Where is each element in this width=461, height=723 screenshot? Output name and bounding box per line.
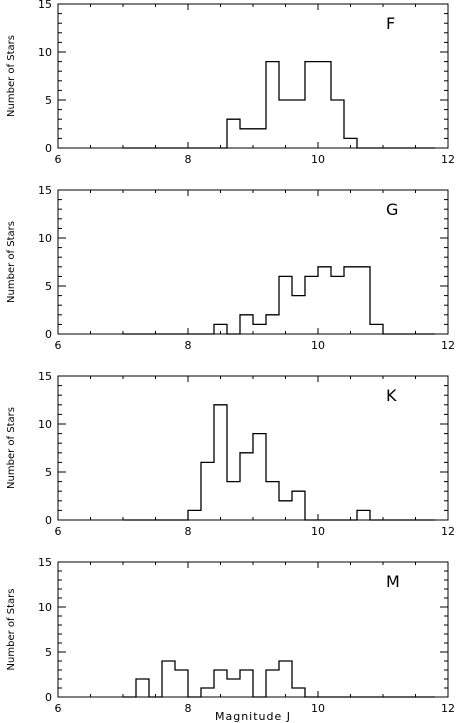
y-tick-label: 0 — [45, 142, 52, 155]
panel-g: 6 8 10 12 0 5 10 15 Number of Stars G — [6, 184, 455, 352]
histogram-bin — [240, 670, 253, 697]
y-tick-label: 5 — [45, 94, 52, 107]
histogram-bin — [136, 679, 149, 697]
histogram-bin — [240, 129, 253, 148]
histogram-bin — [214, 324, 227, 334]
y-axis-label: Number of Stars — [6, 35, 17, 117]
histogram-bin — [305, 62, 318, 148]
x-tick-label: 12 — [441, 153, 455, 166]
histogram-bin — [253, 434, 266, 520]
y-tick-label: 0 — [45, 691, 52, 704]
histogram-bin — [357, 510, 370, 520]
y-tick-label: 5 — [45, 280, 52, 293]
y-axis-label: Number of Stars — [6, 589, 17, 671]
histogram-bin — [331, 100, 344, 148]
histogram-bin — [227, 679, 240, 697]
y-tick-label: 15 — [38, 370, 52, 383]
x-tick-label: 8 — [185, 702, 192, 715]
x-tick-label: 12 — [441, 525, 455, 538]
histogram-bin — [305, 276, 318, 334]
histogram-bin — [292, 100, 305, 148]
histogram-bin — [175, 670, 188, 697]
histogram-bin — [370, 324, 383, 334]
histogram-outline — [123, 266, 435, 335]
histogram-bin — [279, 501, 292, 520]
x-tick-label: 12 — [441, 702, 455, 715]
histogram-bin — [201, 462, 214, 520]
panel-label: K — [386, 386, 397, 405]
y-tick-label: 10 — [38, 46, 52, 59]
panel-label: M — [386, 572, 400, 591]
histogram-bin — [266, 62, 279, 148]
panel-f: 6 8 10 12 0 5 10 15 Number of Stars F — [6, 0, 455, 166]
x-tick-label: 10 — [311, 339, 325, 352]
y-tick-label: 0 — [45, 328, 52, 341]
panel-label: F — [386, 14, 395, 33]
x-tick-label: 10 — [311, 702, 325, 715]
histogram-bin — [266, 670, 279, 697]
x-tick-label: 8 — [185, 339, 192, 352]
histogram-bin — [292, 491, 305, 520]
histogram-bin — [266, 315, 279, 334]
y-tick-label: 15 — [38, 184, 52, 197]
histogram-bin — [240, 453, 253, 520]
panel-m: 6 8 10 12 0 5 10 15 Number of Stars M Magnitude J — [6, 556, 455, 723]
histogram-outline — [123, 660, 435, 698]
x-tick-label: 6 — [55, 702, 62, 715]
y-tick-label: 0 — [45, 514, 52, 527]
y-tick-label: 10 — [38, 418, 52, 431]
x-tick-label: 6 — [55, 339, 62, 352]
y-tick-label: 5 — [45, 466, 52, 479]
histogram-bin — [331, 276, 344, 334]
histogram-bin — [279, 661, 292, 697]
panels-group: 6 8 10 12 0 5 10 15 Number of Stars F 6 8 10 12 0 5 10 15… — [6, 0, 455, 723]
histogram-bin — [253, 129, 266, 148]
x-tick-label: 10 — [311, 153, 325, 166]
histogram-bin — [357, 267, 370, 334]
histogram-bin — [188, 510, 201, 520]
y-tick-label: 15 — [38, 0, 52, 11]
x-tick-label: 8 — [185, 525, 192, 538]
histogram-bin — [253, 324, 266, 334]
y-axis-label: Number of Stars — [6, 407, 17, 489]
histogram-bin — [279, 100, 292, 148]
histogram-bin — [214, 670, 227, 697]
histogram-bin — [214, 405, 227, 520]
histogram-bin — [227, 119, 240, 148]
histogram-bin — [318, 267, 331, 334]
histogram-bin — [227, 482, 240, 520]
y-tick-label: 5 — [45, 646, 52, 659]
histogram-bin — [266, 482, 279, 520]
y-axis-label: Number of Stars — [6, 221, 17, 303]
x-axis-label: Magnitude J — [215, 710, 291, 723]
histogram-bin — [292, 688, 305, 697]
y-tick-label: 10 — [38, 601, 52, 614]
x-tick-label: 12 — [441, 339, 455, 352]
histogram-bin — [240, 315, 253, 334]
y-tick-label: 10 — [38, 232, 52, 245]
x-tick-label: 6 — [55, 525, 62, 538]
histogram-bin — [162, 661, 175, 697]
x-tick-label: 10 — [311, 525, 325, 538]
histogram-bin — [318, 62, 331, 148]
histogram-bin — [279, 276, 292, 334]
panel-k: 6 8 10 12 0 5 10 15 Number of Stars K — [6, 370, 455, 538]
x-tick-label: 6 — [55, 153, 62, 166]
histogram-bin — [292, 296, 305, 334]
y-tick-label: 15 — [38, 556, 52, 569]
histogram-outline — [123, 404, 435, 521]
panel-label: G — [386, 200, 398, 219]
x-tick-label: 8 — [185, 153, 192, 166]
histogram-bin — [201, 688, 214, 697]
histogram-bin — [344, 138, 357, 148]
histogram-outline — [123, 60, 435, 149]
histogram-bin — [344, 267, 357, 334]
